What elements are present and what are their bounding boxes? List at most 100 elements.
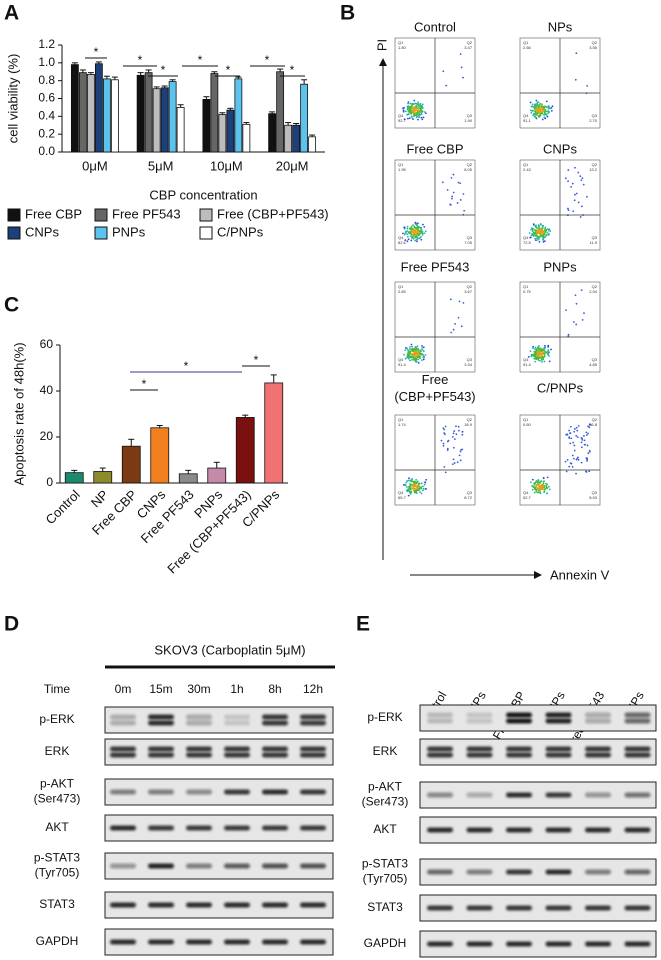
event-dot	[539, 103, 541, 105]
event-dot	[463, 209, 466, 212]
band	[148, 746, 174, 752]
event-dot	[537, 357, 539, 360]
event-dot	[415, 235, 418, 238]
event-dot	[420, 235, 422, 238]
event-dot	[569, 432, 572, 434]
event-dot	[533, 107, 536, 110]
event-dot	[445, 84, 448, 87]
row-label: (Ser473)	[362, 795, 409, 809]
event-dot	[548, 351, 551, 353]
band	[427, 905, 453, 911]
event-dot	[543, 233, 546, 235]
bar	[121, 445, 141, 484]
event-dot	[446, 440, 449, 443]
event-dot	[532, 347, 534, 350]
event-dot	[406, 230, 409, 233]
event-dot	[581, 205, 583, 208]
event-dot	[410, 228, 413, 230]
event-dot	[538, 227, 541, 229]
event-dot	[569, 442, 572, 445]
plot-title: NPs	[548, 19, 573, 34]
panel-label: D	[4, 613, 19, 636]
event-dot	[407, 105, 410, 107]
event-dot	[451, 463, 454, 466]
quadrant-name: Q2	[467, 417, 473, 422]
event-dot	[415, 358, 418, 360]
event-dot	[586, 84, 589, 87]
event-dot	[539, 492, 542, 495]
event-dot	[457, 181, 460, 184]
band	[427, 752, 453, 758]
y-tick-label: 60	[40, 337, 54, 351]
event-dot	[421, 118, 424, 121]
band	[110, 939, 136, 945]
quadrant-value: 2.70	[589, 118, 598, 123]
bar	[110, 79, 119, 153]
event-dot	[533, 491, 536, 494]
quadrant-value: 7.05	[464, 240, 473, 245]
event-dot	[564, 460, 567, 463]
event-dot	[544, 226, 547, 229]
quadrant-value: 2.66	[523, 45, 532, 50]
event-dot	[531, 233, 534, 236]
event-dot	[543, 355, 546, 358]
event-dot	[451, 197, 453, 200]
event-dot	[573, 430, 576, 433]
event-dot	[534, 113, 537, 116]
event-dot	[422, 356, 425, 359]
lane-label: 15m	[149, 682, 172, 696]
event-dot	[547, 485, 550, 488]
event-dot	[545, 114, 548, 116]
event-dot	[534, 105, 537, 107]
event-dot	[534, 352, 537, 355]
event-dot	[544, 108, 547, 111]
event-dot	[417, 358, 420, 361]
event-dot	[543, 106, 546, 109]
event-dot	[536, 114, 538, 116]
lane-label: 1h	[230, 682, 243, 696]
row-label: ERK	[373, 744, 398, 758]
event-dot	[460, 449, 463, 451]
x-tick-label: Control	[43, 487, 83, 527]
event-dot	[577, 171, 580, 174]
bar	[268, 113, 277, 153]
event-dot	[588, 450, 591, 453]
event-dot	[579, 216, 582, 218]
band	[585, 746, 611, 752]
quadrant-value: 0.75	[523, 289, 532, 294]
band	[110, 902, 136, 908]
row-label: STAT3	[39, 897, 75, 911]
event-dot	[544, 352, 546, 354]
event-dot	[588, 426, 591, 429]
quadrant-name: Q2	[467, 40, 473, 45]
event-dot	[422, 346, 425, 349]
event-dot	[457, 316, 460, 319]
event-dot	[416, 236, 419, 239]
band	[300, 939, 326, 945]
event-dot	[576, 429, 579, 432]
band	[624, 712, 651, 718]
event-dot	[542, 234, 545, 237]
event-dot	[415, 489, 418, 492]
band	[585, 941, 611, 947]
bar	[226, 109, 235, 153]
event-dot	[532, 485, 534, 488]
band	[624, 746, 651, 752]
event-dot	[406, 240, 409, 243]
y-tick-label: 0.6	[38, 91, 55, 105]
event-dot	[538, 345, 540, 347]
y-tick-label: 0.4	[38, 109, 55, 123]
event-dot	[542, 349, 545, 352]
event-dot	[422, 354, 425, 357]
event-dot	[544, 482, 547, 485]
quadrant-name: Q2	[592, 162, 598, 167]
event-dot	[573, 449, 576, 452]
quadrant-value: 11.9	[590, 240, 598, 245]
band	[262, 714, 288, 720]
event-dot	[423, 225, 426, 228]
event-dot	[405, 481, 408, 484]
band	[186, 902, 212, 908]
event-dot	[418, 489, 421, 491]
bar	[218, 114, 227, 153]
band	[148, 902, 174, 908]
